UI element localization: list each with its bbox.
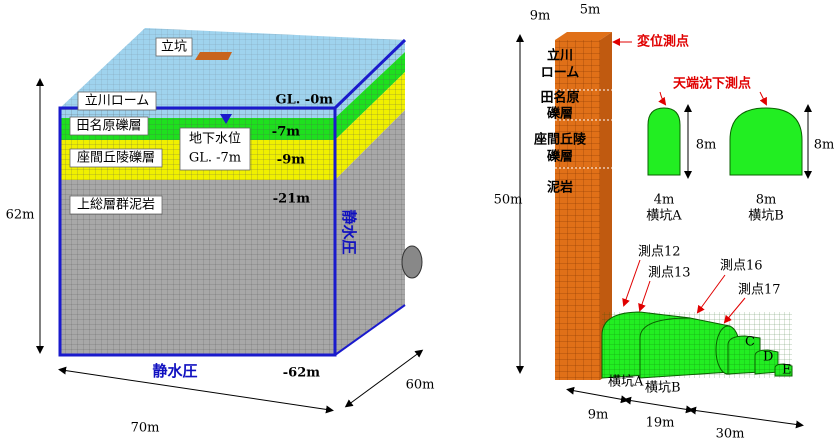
tunnel-a-section <box>648 108 680 175</box>
dim-label: 8m <box>814 138 835 153</box>
depth-label: -7m <box>272 125 300 140</box>
layer-label: 立川ローム <box>85 94 150 109</box>
section-label: E <box>782 363 792 378</box>
point-label: 測点13 <box>648 266 691 281</box>
stratum: ローム <box>541 66 580 81</box>
left-model: 立坑 立川ローム 田名原礫層 座間丘陵礫層 上総層群泥岩 地下水位 GL. -7… <box>6 28 435 436</box>
dim-label: 8m <box>756 193 777 208</box>
right-model: 立川 ローム 田名原 礫層 座間丘陵 礫層 泥岩 9m 5m 50m 変位測点 … <box>494 3 835 442</box>
length-label: 19m <box>646 416 675 431</box>
water-table: 地下水位 <box>189 132 241 147</box>
dim-label: 5m <box>580 3 601 18</box>
displacement-point: 変位測点 <box>637 34 689 50</box>
tunnel-name: 横坑A <box>646 209 682 224</box>
dim-label: 70m <box>131 421 160 436</box>
diagram: 立坑 立川ローム 田名原礫層 座間丘陵礫層 上総層群泥岩 地下水位 GL. -7… <box>0 0 835 444</box>
crown-point: 天端沈下測点 <box>673 76 751 92</box>
depth-label: -62m <box>283 366 320 381</box>
depth-label: -21m <box>273 192 310 207</box>
tunnel-b-section <box>730 108 802 175</box>
length-label: 9m <box>588 408 609 423</box>
point-label: 測点16 <box>720 259 763 274</box>
point-label: 測点17 <box>738 283 781 298</box>
water-table: GL. -7m <box>189 151 241 166</box>
tunnel-name: 横坑B <box>748 209 784 224</box>
pressure-side: 静水圧 <box>340 209 358 254</box>
stratum: 立川 <box>547 48 573 64</box>
dim-label: 62m <box>6 208 35 223</box>
point-label: 測点12 <box>638 245 681 260</box>
tunnel-label: 横坑A <box>608 375 644 390</box>
dim-label: 9m <box>530 9 551 24</box>
dim-label: 8m <box>696 138 717 153</box>
depth-label: -9m <box>277 153 305 168</box>
dim-label: 60m <box>406 378 435 393</box>
stratum: 田名原 <box>540 90 579 106</box>
length-label: 30m <box>716 427 745 442</box>
layer-label: 田名原礫層 <box>76 118 141 134</box>
layer-label: 座間丘陵礫層 <box>77 150 155 166</box>
stratum: 礫層 <box>547 106 573 122</box>
dim-label: 50m <box>494 193 523 208</box>
stratum: 座間丘陵 <box>533 132 587 148</box>
stratum: 礫層 <box>547 149 573 165</box>
tunnel-label: 横坑B <box>645 381 681 396</box>
section-label: C <box>745 335 755 350</box>
stratum: 泥岩 <box>547 180 573 196</box>
shaft-label: 立坑 <box>161 40 187 55</box>
layer-label: 上総層群泥岩 <box>77 198 155 213</box>
depth-label: GL. -0m <box>276 93 334 108</box>
section-label: D <box>763 350 773 365</box>
pressure-bottom: 静水圧 <box>152 362 197 380</box>
dim-label: 4m <box>654 193 675 208</box>
